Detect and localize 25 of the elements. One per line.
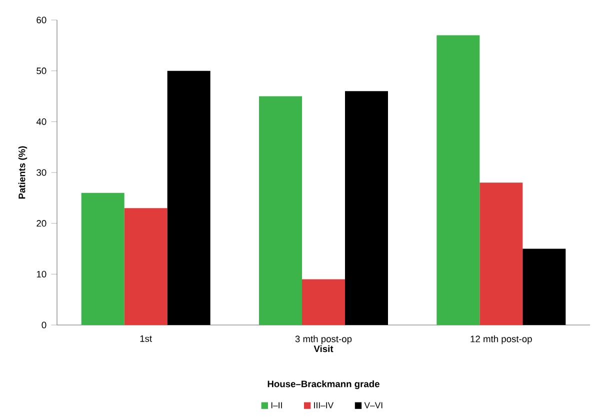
bar [480,182,523,325]
y-tick-label: 50 [36,68,46,74]
x-tick-label: 1st [140,335,152,342]
y-tick-label: 0 [42,322,46,328]
bar [345,91,388,325]
legend-label: V–VI [364,402,382,408]
bar [124,208,168,325]
legend-title: House–Brackmann grade [268,380,380,390]
bar [302,279,346,325]
y-axis-title: Patients (%) [18,146,28,199]
bar [167,70,210,325]
y-tick-label: 60 [36,16,46,24]
x-axis-title: Visit [314,345,334,352]
bar [522,248,566,325]
x-tick-label: 12 mth post-op [470,335,532,344]
legend-label: I–II [271,402,282,408]
y-tick-label: 40 [36,118,46,125]
y-tick-label: 30 [36,169,46,176]
bar [436,35,480,325]
y-tick-label: 10 [36,270,46,278]
y-tick-label: 20 [36,220,46,227]
bar [81,192,124,325]
legend-label: III–IV [314,402,334,408]
x-tick-label: 3 mth post-op [295,335,352,344]
bar [259,96,302,325]
